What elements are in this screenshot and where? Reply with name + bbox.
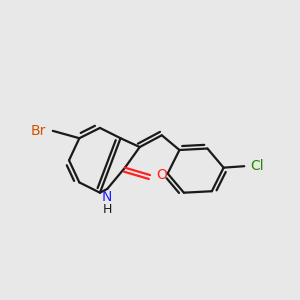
Text: H: H (103, 203, 112, 216)
Text: Br: Br (31, 124, 46, 138)
Text: Cl: Cl (251, 159, 264, 173)
Text: N: N (102, 190, 112, 204)
Text: O: O (157, 168, 167, 182)
